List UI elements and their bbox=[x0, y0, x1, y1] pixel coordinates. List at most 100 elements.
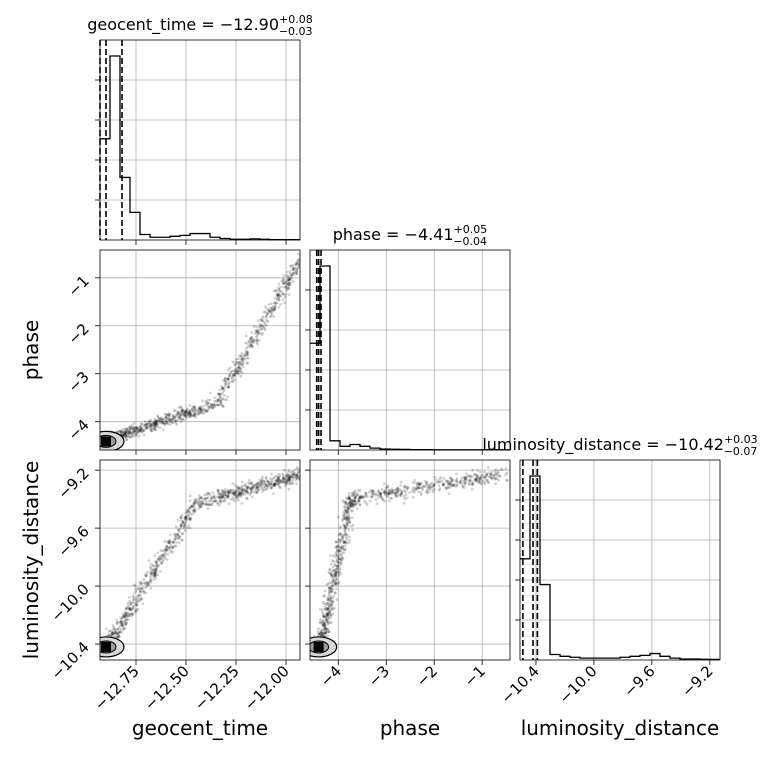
sample-point bbox=[272, 301, 276, 305]
sample-point bbox=[231, 377, 235, 381]
sample-point bbox=[335, 582, 339, 585]
sample-point bbox=[351, 499, 354, 503]
sample-point bbox=[287, 476, 291, 480]
sample-point bbox=[188, 413, 192, 417]
sample-point bbox=[330, 573, 334, 577]
sample-point bbox=[331, 580, 335, 584]
sample-point bbox=[358, 488, 362, 492]
sample-point bbox=[147, 419, 151, 423]
sample-point bbox=[286, 278, 290, 282]
sample-point bbox=[287, 283, 291, 287]
sample-point bbox=[150, 429, 154, 433]
sample-point bbox=[282, 278, 285, 282]
sample-point bbox=[447, 486, 451, 489]
sample-point bbox=[331, 612, 335, 616]
sample-point bbox=[329, 594, 333, 598]
sample-point bbox=[184, 519, 188, 523]
sample-point bbox=[336, 515, 340, 519]
sample-point bbox=[412, 488, 416, 492]
sample-point bbox=[224, 383, 228, 386]
sample-point bbox=[175, 413, 179, 417]
sample-point bbox=[439, 475, 443, 479]
sample-point bbox=[297, 263, 300, 267]
sample-point bbox=[174, 533, 178, 537]
sample-point bbox=[286, 282, 290, 286]
sample-point bbox=[227, 374, 231, 378]
sample-point bbox=[272, 315, 276, 319]
sample-point bbox=[206, 492, 209, 495]
sample-point bbox=[320, 632, 324, 636]
sample-point bbox=[246, 345, 250, 349]
sample-point bbox=[321, 614, 325, 618]
sample-point bbox=[271, 477, 275, 480]
sample-point bbox=[386, 488, 390, 492]
sample-point bbox=[323, 615, 327, 619]
sample-point bbox=[428, 488, 432, 492]
sample-point bbox=[325, 583, 329, 587]
sample-point bbox=[319, 630, 323, 634]
sample-point bbox=[180, 417, 184, 421]
sample-point bbox=[172, 414, 175, 418]
sample-point bbox=[144, 425, 148, 429]
sample-point bbox=[111, 624, 115, 627]
sample-point bbox=[471, 482, 475, 486]
sample-point bbox=[421, 486, 424, 490]
sample-point bbox=[302, 479, 305, 482]
sample-point bbox=[273, 306, 277, 310]
sample-point bbox=[336, 565, 340, 569]
sample-point bbox=[216, 398, 220, 402]
sample-point bbox=[237, 491, 241, 494]
sample-point bbox=[237, 360, 241, 364]
sample-point bbox=[227, 385, 231, 389]
sample-point bbox=[347, 515, 351, 519]
sample-point bbox=[295, 473, 299, 477]
sample-point bbox=[323, 607, 327, 611]
sample-point bbox=[455, 483, 459, 486]
sample-point bbox=[272, 306, 276, 310]
sample-point bbox=[437, 477, 441, 481]
sample-point bbox=[350, 498, 354, 502]
sample-point bbox=[291, 266, 295, 270]
sample-point bbox=[237, 487, 241, 491]
sample-point bbox=[317, 627, 320, 631]
sample-point bbox=[181, 413, 185, 416]
sample-point bbox=[237, 487, 241, 491]
sample-point bbox=[237, 486, 240, 490]
sample-point bbox=[341, 538, 344, 542]
sample-point bbox=[449, 477, 452, 480]
sample-point bbox=[397, 489, 400, 493]
sample-point bbox=[221, 387, 224, 391]
sample-point bbox=[149, 427, 153, 431]
sample-point bbox=[119, 616, 123, 620]
sample-point bbox=[139, 581, 143, 585]
sample-point bbox=[139, 424, 142, 428]
sample-point bbox=[260, 333, 264, 337]
sample-point bbox=[264, 314, 268, 318]
sample-point bbox=[346, 518, 350, 522]
sample-point bbox=[320, 633, 323, 636]
sample-point bbox=[483, 476, 486, 480]
sample-point bbox=[349, 509, 353, 513]
sample-point bbox=[337, 549, 341, 553]
sample-point bbox=[188, 412, 192, 415]
sample-point bbox=[241, 484, 245, 487]
sample-point bbox=[478, 476, 482, 479]
sample-point bbox=[146, 423, 150, 426]
sample-point bbox=[325, 629, 329, 633]
sample-point bbox=[227, 490, 231, 494]
sample-point bbox=[154, 576, 158, 580]
sample-point bbox=[176, 518, 180, 522]
sample-point bbox=[322, 615, 326, 619]
sample-point bbox=[125, 618, 129, 622]
sample-point bbox=[289, 475, 293, 479]
sample-point bbox=[136, 600, 140, 603]
sample-point bbox=[121, 623, 124, 626]
sample-point bbox=[152, 420, 156, 424]
sample-point bbox=[451, 483, 455, 487]
sample-point bbox=[156, 557, 160, 561]
sample-point bbox=[352, 503, 356, 507]
sample-point bbox=[273, 305, 277, 309]
sample-point bbox=[329, 621, 333, 625]
sample-point bbox=[251, 338, 255, 342]
